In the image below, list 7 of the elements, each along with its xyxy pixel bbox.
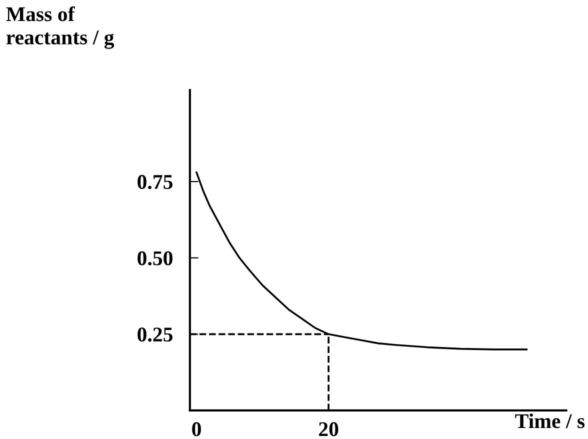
y-tick-label: 0.25 xyxy=(138,328,172,342)
x-axis-title: Time / s xyxy=(515,414,585,428)
y-tick-label: 0.75 xyxy=(138,174,172,190)
x-tick-label: 20 xyxy=(319,422,338,436)
y-tick-label: 0.50 xyxy=(138,251,172,266)
y-axis-title: Mass of reactants / g xyxy=(6,6,114,49)
x-tick-label: 0 xyxy=(192,422,201,436)
